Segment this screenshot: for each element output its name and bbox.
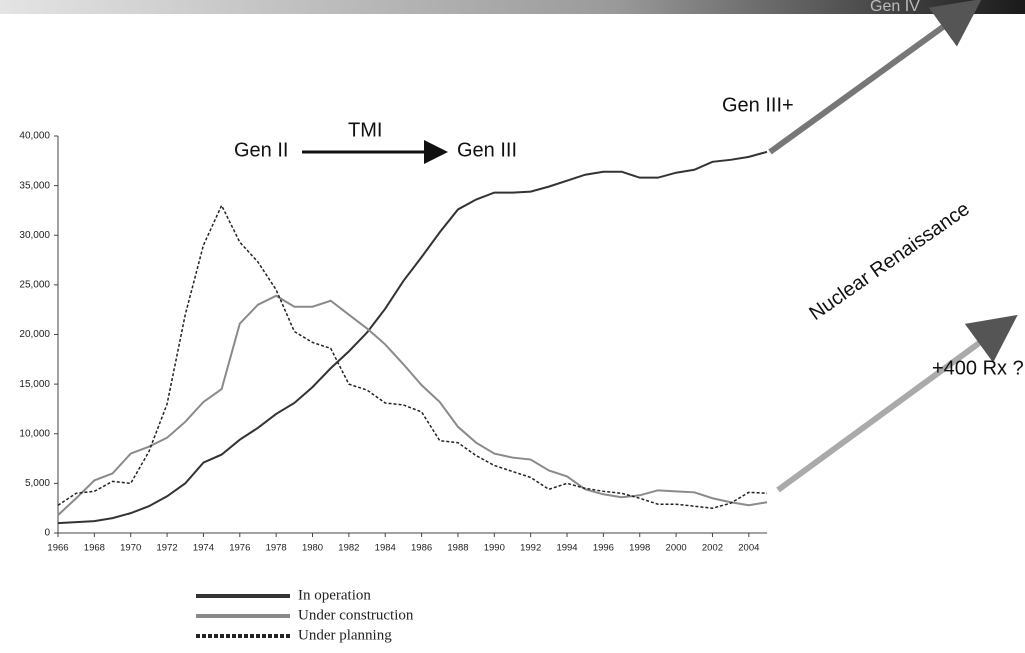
y-tick-label: 40,000 bbox=[19, 131, 50, 142]
y-tick-label: 25,000 bbox=[19, 280, 50, 291]
x-tick-label: 1998 bbox=[629, 543, 650, 554]
x-tick-label: 1988 bbox=[447, 543, 468, 554]
legend-label: In operation bbox=[298, 587, 371, 603]
annotation: Gen III bbox=[457, 139, 517, 161]
x-tick-label: 1968 bbox=[84, 543, 105, 554]
header-band bbox=[0, 0, 1025, 14]
series-line bbox=[57, 150, 768, 525]
arrow bbox=[768, 0, 982, 155]
y-tick-label: 20,000 bbox=[19, 329, 50, 340]
y-tick-label: 5,000 bbox=[25, 478, 50, 489]
legend-label: Under planning bbox=[298, 627, 392, 643]
x-tick-label: 1974 bbox=[193, 543, 214, 554]
annotation: Nuclear Renaissance bbox=[805, 198, 973, 325]
annotation: Gen II bbox=[234, 139, 288, 161]
x-tick-label: 1980 bbox=[302, 543, 323, 554]
x-tick-label: 1986 bbox=[411, 543, 432, 554]
legend-label: Under construction bbox=[298, 607, 414, 623]
x-tick-label: 1970 bbox=[120, 543, 141, 554]
x-tick-label: 2004 bbox=[738, 543, 759, 554]
annotation: Gen III+ bbox=[722, 94, 794, 116]
annotation: Gen IV bbox=[870, 0, 920, 15]
x-tick-label: 1990 bbox=[484, 543, 505, 554]
y-tick-label: 30,000 bbox=[19, 230, 50, 241]
y-tick-label: 10,000 bbox=[19, 428, 50, 439]
series-line bbox=[57, 203, 768, 509]
x-tick-label: 1978 bbox=[266, 543, 287, 554]
arrow bbox=[776, 314, 1018, 493]
x-tick-label: 1976 bbox=[229, 543, 250, 554]
y-tick-label: 15,000 bbox=[19, 379, 50, 390]
x-tick-label: 1984 bbox=[375, 543, 396, 554]
x-tick-label: 2002 bbox=[702, 543, 723, 554]
x-tick-label: 2000 bbox=[666, 543, 687, 554]
annotation: +400 Rx ? bbox=[932, 357, 1024, 379]
y-tick-label: 0 bbox=[44, 528, 50, 539]
x-tick-label: 1982 bbox=[338, 543, 359, 554]
x-tick-label: 1996 bbox=[593, 543, 614, 554]
x-tick-label: 1972 bbox=[157, 543, 178, 554]
x-tick-label: 1966 bbox=[47, 543, 68, 554]
series-line bbox=[57, 294, 768, 516]
x-tick-label: 1992 bbox=[520, 543, 541, 554]
y-tick-label: 35,000 bbox=[19, 180, 50, 191]
x-tick-label: 1994 bbox=[556, 543, 577, 554]
annotation: TMI bbox=[348, 119, 382, 141]
